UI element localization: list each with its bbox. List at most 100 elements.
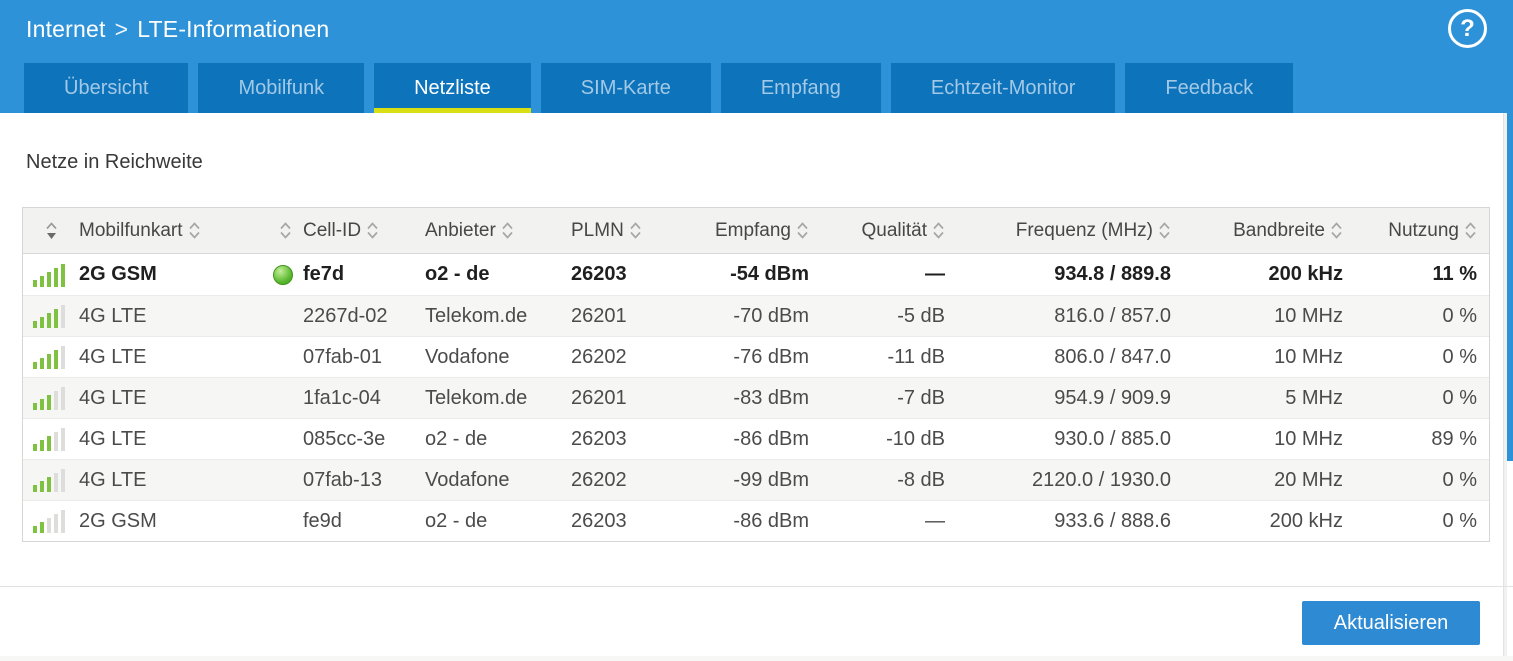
cell-empfang: -70 dBm [733, 304, 809, 327]
cell-frequenz: 930.0 / 885.0 [1054, 427, 1171, 450]
cell-plmn: 26201 [571, 386, 627, 409]
tab-label: Empfang [760, 76, 841, 99]
tab-label: Netzliste [414, 76, 491, 99]
cell-signal [23, 468, 79, 492]
cell-bandbreite: 10 MHz [1274, 427, 1343, 450]
cell-cellid: 07fab-13 [303, 468, 382, 491]
cell-nutzung: 0 % [1442, 345, 1477, 368]
table-header-row: Mobilfunkart Cell-ID Anbieter [23, 208, 1489, 254]
header-cell-empfang[interactable]: Empfang [661, 220, 813, 242]
sort-chevrons-icon [279, 221, 292, 240]
header-label: Cell-ID [303, 219, 362, 241]
signal-strength-icon [33, 427, 79, 451]
signal-strength-icon [33, 509, 79, 533]
header-cell-frequenz[interactable]: Frequenz (MHz) [949, 220, 1175, 242]
cell-nutzung: 89 % [1431, 427, 1477, 450]
header-label: PLMN [571, 219, 624, 241]
tab-feedback[interactable]: Feedback [1125, 63, 1294, 113]
cell-qualitaet: -8 dB [897, 468, 945, 491]
header-label: Mobilfunkart [79, 219, 183, 241]
sort-chevrons-icon [796, 221, 809, 240]
cell-frequenz: 933.6 / 888.6 [1054, 509, 1171, 532]
signal-strength-icon [33, 468, 79, 492]
cell-plmn: 26203 [571, 427, 627, 450]
cell-qualitaet: -11 dB [887, 345, 945, 368]
cell-status [271, 264, 299, 285]
cell-anbieter: Vodafone [425, 345, 510, 368]
tab-sim-karte[interactable]: SIM-Karte [540, 63, 711, 113]
cell-mobilfunkart: 4G LTE [79, 345, 147, 368]
header-label: Nutzung [1388, 219, 1459, 241]
help-icon-glyph: ? [1460, 14, 1475, 42]
sort-descending-icon [45, 221, 58, 240]
header-cell-mobilfunkart[interactable]: Mobilfunkart [79, 220, 271, 242]
signal-strength-icon [33, 304, 79, 328]
tab-label: Übersicht [64, 76, 149, 99]
cell-nutzung: 0 % [1442, 509, 1477, 532]
sort-chevrons-icon [1330, 221, 1343, 240]
signal-strength-icon [33, 263, 79, 287]
table-row: 2G GSM fe7d o2 - de 26203 -54 dBm — 934.… [23, 254, 1489, 295]
breadcrumb: Internet > LTE-Informationen [26, 16, 329, 43]
cell-signal [23, 263, 79, 287]
cell-cellid: 2267d-02 [303, 304, 388, 327]
cell-anbieter: Telekom.de [425, 304, 528, 327]
cell-cellid: 085cc-3e [303, 427, 386, 450]
cell-empfang: -86 dBm [733, 509, 809, 532]
cell-plmn: 26202 [571, 468, 627, 491]
cell-empfang: -54 dBm [730, 263, 809, 285]
scrollbar-track[interactable] [1503, 113, 1507, 661]
breadcrumb-section[interactable]: Internet [26, 16, 106, 42]
cell-frequenz: 954.9 / 909.9 [1054, 386, 1171, 409]
sort-chevrons-icon [1464, 221, 1477, 240]
header-cell-plmn[interactable]: PLMN [567, 220, 661, 242]
header-cell-anbieter[interactable]: Anbieter [421, 220, 567, 242]
cell-plmn: 26203 [571, 509, 627, 532]
connected-status-icon [273, 264, 293, 285]
cell-mobilfunkart: 2G GSM [79, 263, 157, 285]
tab-label: Feedback [1165, 76, 1254, 99]
cell-signal [23, 509, 79, 533]
help-icon[interactable]: ? [1448, 9, 1487, 48]
cell-empfang: -83 dBm [733, 386, 809, 409]
header-cell-bandbreite[interactable]: Bandbreite [1175, 220, 1347, 242]
cell-plmn: 26201 [571, 304, 627, 327]
cell-nutzung: 0 % [1442, 386, 1477, 409]
header-label: Empfang [714, 219, 791, 241]
refresh-button[interactable]: Aktualisieren [1302, 601, 1480, 645]
cell-bandbreite: 5 MHz [1285, 386, 1343, 409]
table-row: 4G LTE 1fa1c-04 Telekom.de 26201 -83 dBm… [23, 377, 1489, 418]
cell-anbieter: Vodafone [425, 468, 510, 491]
cell-mobilfunkart: 4G LTE [79, 386, 147, 409]
cell-empfang: -99 dBm [733, 468, 809, 491]
tab-empfang[interactable]: Empfang [720, 63, 881, 113]
tab-label: SIM-Karte [580, 76, 671, 99]
cell-cellid: 07fab-01 [303, 345, 382, 368]
cell-anbieter: o2 - de [425, 427, 488, 450]
header-cell-sort[interactable] [23, 221, 79, 240]
cell-cellid: fe7d [303, 263, 345, 285]
cell-signal [23, 304, 79, 328]
header-label: Anbieter [425, 219, 496, 241]
cell-anbieter: o2 - de [425, 263, 490, 285]
table-row: 4G LTE 085cc-3e o2 - de 26203 -86 dBm -1… [23, 418, 1489, 459]
tab-mobilfunk[interactable]: Mobilfunk [198, 63, 365, 113]
tab--bersicht[interactable]: Übersicht [24, 63, 189, 113]
network-table: Mobilfunkart Cell-ID Anbieter [22, 207, 1490, 542]
cell-signal [23, 427, 79, 451]
cell-nutzung: 0 % [1442, 468, 1477, 491]
sort-chevrons-icon [629, 221, 642, 240]
header-cell-qualitaet[interactable]: Qualität [813, 220, 949, 242]
sort-chevrons-icon [501, 221, 514, 240]
header-cell-nutzung[interactable]: Nutzung [1347, 220, 1489, 242]
header-cell-cellid[interactable]: Cell-ID [299, 220, 421, 242]
header-cell-status[interactable] [271, 221, 299, 240]
cell-frequenz: 806.0 / 847.0 [1054, 345, 1171, 368]
sort-chevrons-icon [366, 221, 379, 240]
cell-plmn: 26202 [571, 345, 627, 368]
signal-strength-icon [33, 345, 79, 369]
tab-echtzeit-monitor[interactable]: Echtzeit-Monitor [890, 63, 1116, 113]
header: Internet > LTE-Informationen ? Übersicht Mo… [0, 0, 1513, 113]
header-label: Qualität [861, 219, 927, 241]
tab-netzliste[interactable]: Netzliste [374, 63, 531, 113]
